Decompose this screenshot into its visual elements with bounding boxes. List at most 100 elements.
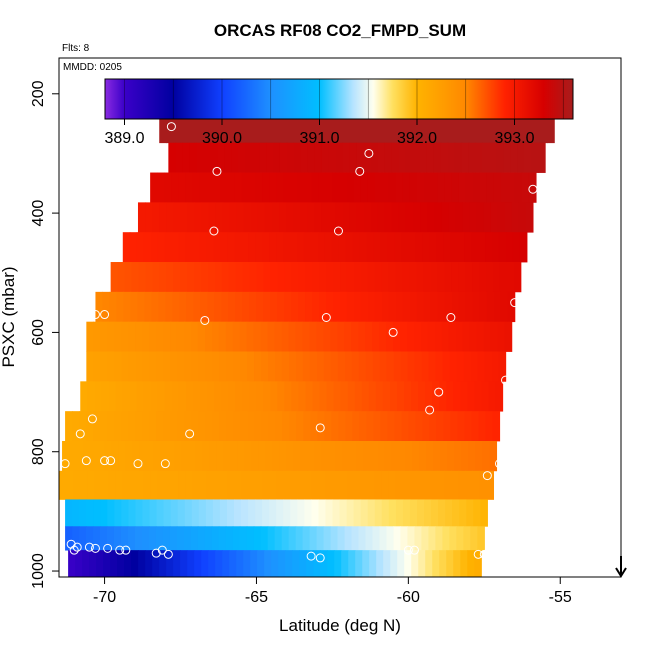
heatmap-cell (163, 351, 171, 382)
heatmap-cell (469, 321, 478, 352)
heatmap-cell (413, 202, 421, 233)
heatmap-cell (110, 262, 119, 293)
heatmap-cell (142, 411, 150, 442)
heatmap-cell (370, 440, 378, 472)
x-axis-label: Latitude (deg N) (279, 616, 401, 635)
heatmap-cell (262, 172, 270, 203)
heatmap-cell (433, 440, 441, 472)
date-note: MMDD: 0205 (63, 62, 122, 73)
heatmap-cell (363, 440, 371, 472)
heatmap-cell (151, 291, 159, 323)
colorbar-tick-label: 393.0 (494, 130, 534, 147)
heatmap-cell (420, 112, 428, 144)
heatmap-cell (248, 470, 256, 500)
heatmap-cell (284, 262, 292, 293)
heatmap-cell (220, 172, 228, 203)
heatmap-cell (305, 291, 313, 323)
observation-point (163, 549, 173, 559)
heatmap-cell (352, 411, 360, 442)
heatmap-cell (483, 202, 492, 233)
heatmap-cell (290, 470, 298, 500)
heatmap-cell (107, 526, 115, 551)
heatmap-cell (296, 232, 305, 263)
heatmap-cell (370, 202, 379, 233)
heatmap-cell (391, 112, 400, 144)
heatmap-cell (337, 351, 346, 382)
heatmap-cell (274, 526, 283, 551)
heatmap-cell (256, 291, 264, 323)
heatmap-cell (171, 172, 179, 203)
heatmap-cell (344, 351, 353, 382)
heatmap-cell (101, 381, 110, 412)
heatmap-cell (62, 440, 70, 472)
heatmap-cell (246, 321, 255, 352)
heatmap-cell (309, 351, 318, 382)
heatmap-cell (495, 381, 504, 412)
heatmap-cell (212, 351, 220, 382)
heatmap-cell (366, 232, 375, 263)
heatmap-cell (418, 381, 426, 412)
heatmap-cell (204, 526, 213, 551)
heatmap-cell (491, 351, 500, 382)
heatmap-cell (436, 232, 444, 263)
heatmap-cell (462, 321, 471, 352)
heatmap-cell (194, 202, 203, 233)
heatmap-cell (414, 321, 422, 352)
heatmap-cell (373, 232, 382, 263)
heatmap-cell (405, 202, 414, 233)
heatmap-cell (444, 262, 452, 293)
heatmap-cell (540, 112, 548, 144)
heatmap-cell (367, 262, 376, 293)
heatmap-cell (314, 202, 322, 233)
heatmap-cell (270, 291, 278, 323)
heatmap-cell (101, 470, 109, 500)
heatmap-cell (370, 112, 379, 144)
heatmap-cell (451, 291, 460, 323)
heatmap-cell (245, 142, 253, 173)
heatmap-cell (490, 112, 499, 144)
heatmap-cell (477, 526, 485, 551)
heatmap-cell (307, 112, 315, 144)
heatmap-cell (373, 411, 381, 442)
heatmap-cell (129, 232, 138, 263)
observation-point (100, 456, 110, 466)
heatmap-cell (83, 440, 91, 472)
heatmap-cell (402, 262, 411, 293)
y-tick-label: 800 (30, 438, 47, 465)
heatmap-cell (493, 172, 502, 203)
heatmap-cell (482, 142, 490, 173)
heatmap-cell (232, 526, 241, 551)
heatmap-cell (328, 112, 337, 144)
heatmap-cell (187, 262, 195, 293)
heatmap-cell (478, 232, 486, 263)
heatmap-cell (240, 351, 248, 382)
heatmap-cell (291, 291, 299, 323)
heatmap-cell (222, 202, 231, 233)
heatmap-cell (228, 291, 236, 323)
heatmap-cell (465, 291, 474, 323)
heatmap-cell (198, 411, 206, 442)
heatmap-cell (356, 112, 365, 144)
heatmap-cell (402, 172, 411, 203)
heatmap-cell (511, 112, 520, 144)
heatmap-cell (217, 142, 225, 173)
heatmap-cell (342, 142, 351, 173)
heatmap-cell (465, 262, 473, 293)
heatmap-cell (184, 411, 192, 442)
heatmap-cell (304, 499, 312, 527)
heatmap-cell (442, 526, 450, 551)
heatmap-cell (303, 411, 311, 442)
heatmap-cell (367, 470, 375, 500)
heatmap-cell (223, 440, 231, 472)
observation-point (185, 429, 195, 439)
heatmap-cell (93, 351, 101, 382)
heatmap-cell (430, 262, 438, 293)
heatmap-cell (380, 232, 389, 263)
heatmap-cell (270, 262, 279, 293)
heatmap-cell (173, 262, 181, 293)
heatmap-cell (533, 112, 541, 144)
heatmap-cell (305, 381, 314, 412)
heatmap-cell (415, 411, 424, 442)
heatmap-cell (118, 440, 126, 472)
heatmap-cell (335, 112, 344, 144)
